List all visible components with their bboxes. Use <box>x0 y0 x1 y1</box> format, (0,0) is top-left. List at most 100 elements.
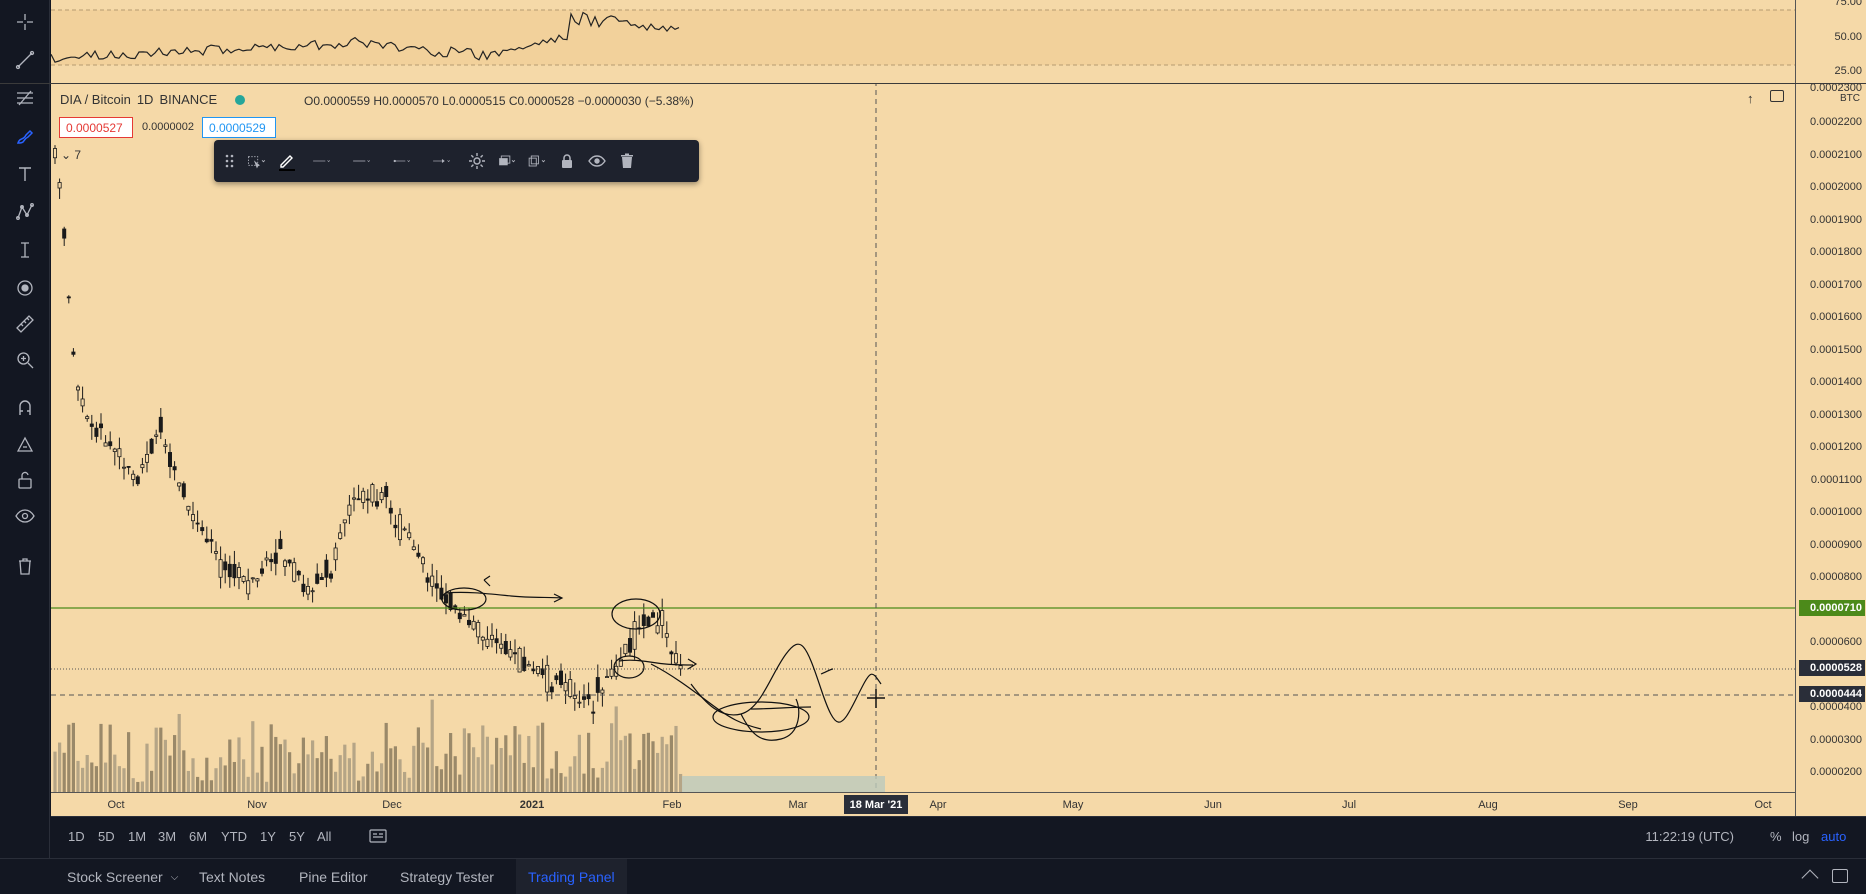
crosshair-icon[interactable] <box>9 8 41 36</box>
auto-scale-button[interactable]: auto <box>1821 829 1847 844</box>
volume-bar <box>71 722 75 792</box>
volume-bar <box>610 723 614 792</box>
clone-icon[interactable] <box>522 145 552 177</box>
delete-icon[interactable] <box>612 145 642 177</box>
chart-canvas[interactable] <box>51 0 1795 816</box>
volume-bar <box>679 773 683 792</box>
price-pane[interactable] <box>51 84 1795 792</box>
symbol-legend[interactable]: DIA / Bitcoin 1D BINANCE <box>60 92 246 107</box>
maximize-panel-icon[interactable] <box>1832 869 1848 883</box>
brush-icon[interactable] <box>9 122 41 150</box>
candle-body <box>393 524 398 529</box>
volume-bar <box>550 768 554 792</box>
eye-icon[interactable] <box>9 502 41 530</box>
volume-bar <box>127 732 131 792</box>
sell-price-button[interactable]: 0.0000527 <box>59 117 133 138</box>
pin-up-icon[interactable]: ↑ <box>1747 91 1754 106</box>
goto-date-icon[interactable] <box>369 828 387 844</box>
candle-body <box>549 686 554 693</box>
low-value: L0.0000515 <box>442 94 506 108</box>
zoom-icon[interactable] <box>9 346 41 374</box>
time-axis-label: May <box>1062 799 1084 811</box>
text-icon[interactable] <box>9 160 41 188</box>
time-axis[interactable]: Oct Nov Dec 2021 Feb Mar Apr May Jun Jul… <box>51 792 1795 816</box>
measure-line-icon[interactable] <box>9 236 41 264</box>
range-1y-button[interactable]: 1Y <box>260 829 276 844</box>
symbol-name[interactable]: DIA / Bitcoin <box>60 92 131 107</box>
ruler-icon[interactable] <box>9 310 41 338</box>
indicators-toggle[interactable]: ⌄ 7 <box>61 148 81 162</box>
candle-body <box>310 590 315 593</box>
volume-bar <box>559 773 563 792</box>
candle-body <box>53 148 58 159</box>
tab-trading-panel[interactable]: Trading Panel <box>516 859 627 894</box>
volume-bar <box>53 751 57 792</box>
line-start-icon[interactable] <box>382 145 422 177</box>
time-axis-label: Sep <box>1618 799 1638 811</box>
buy-price-button[interactable]: 0.0000529 <box>202 117 276 138</box>
candle-body <box>651 612 656 618</box>
candle-body <box>149 438 154 454</box>
range-3m-button[interactable]: 3M <box>158 829 177 844</box>
collapse-panel-icon[interactable] <box>1801 869 1819 887</box>
time-axis-label: Dec <box>382 799 402 811</box>
settings-icon[interactable] <box>462 145 492 177</box>
line-end-icon[interactable] <box>422 145 462 177</box>
pen-color-icon[interactable] <box>272 145 302 177</box>
pattern-icon[interactable] <box>9 198 41 226</box>
range-1d-button[interactable]: 1D <box>68 829 85 844</box>
layers-icon[interactable] <box>492 145 522 177</box>
tab-text-notes[interactable]: Text Notes <box>187 859 277 894</box>
cursor-price-badge: 0.0000444 <box>1799 686 1865 702</box>
volume-bar <box>301 737 305 792</box>
candle-body <box>190 514 195 522</box>
trend-line-icon[interactable] <box>9 46 41 74</box>
range-1m-button[interactable]: 1M <box>128 829 147 844</box>
range-ytd-button[interactable]: YTD <box>221 829 247 844</box>
candle-body <box>457 612 462 620</box>
log-scale-button[interactable]: log <box>1792 829 1810 844</box>
fullscreen-icon[interactable] <box>1770 90 1784 102</box>
fib-icon[interactable] <box>9 84 41 112</box>
percent-scale-button[interactable]: % <box>1770 829 1782 844</box>
candle-body <box>255 578 260 582</box>
volume-bar <box>412 745 416 792</box>
volume-bar <box>209 780 213 792</box>
candle-body <box>512 652 517 655</box>
emoji-icon[interactable] <box>9 274 41 302</box>
line-style-icon[interactable] <box>342 145 382 177</box>
tab-strategy-tester[interactable]: Strategy Tester <box>388 859 506 894</box>
tab-pine-editor[interactable]: Pine Editor <box>287 859 379 894</box>
range-all-button[interactable]: All <box>317 829 332 844</box>
range-6m-button[interactable]: 6M <box>189 829 208 844</box>
lock-drawing-icon[interactable] <box>9 430 41 458</box>
select-template-icon[interactable] <box>242 145 272 177</box>
candle-body <box>236 567 241 578</box>
indicator-count: 7 <box>74 148 82 162</box>
unlock-icon[interactable] <box>9 466 41 494</box>
candle-body <box>655 625 660 634</box>
lock-icon[interactable] <box>552 145 582 177</box>
trash-icon[interactable] <box>9 552 41 580</box>
volume-bar <box>384 722 388 792</box>
volume-bar <box>472 747 476 792</box>
magnet-icon[interactable] <box>9 394 41 422</box>
price-axis-label: 0.0001300 <box>1810 409 1862 421</box>
osc-axis-label: 25.00 <box>1834 65 1862 77</box>
range-5d-button[interactable]: 5D <box>98 829 115 844</box>
volume-bar <box>495 737 499 792</box>
price-axis[interactable]: 75.00 50.00 25.00 0.0002300 BTC 0.000220… <box>1795 0 1866 816</box>
candle-body <box>292 562 297 582</box>
visibility-icon[interactable] <box>582 145 612 177</box>
tab-stock-screener[interactable]: Stock Screener ⌵ <box>55 859 190 894</box>
candle-body <box>466 619 471 626</box>
crosshair-date-badge: 18 Mar '21 <box>844 795 908 814</box>
line-width-icon[interactable] <box>302 145 342 177</box>
volume-bar <box>117 766 121 792</box>
tab-label: Strategy Tester <box>400 869 494 885</box>
range-5y-button[interactable]: 5Y <box>289 829 305 844</box>
candle-body <box>420 557 425 565</box>
utc-clock[interactable]: 11:22:19 (UTC) <box>1645 829 1734 844</box>
pane-separator[interactable] <box>0 83 1866 84</box>
drag-handle-icon[interactable] <box>218 145 242 177</box>
